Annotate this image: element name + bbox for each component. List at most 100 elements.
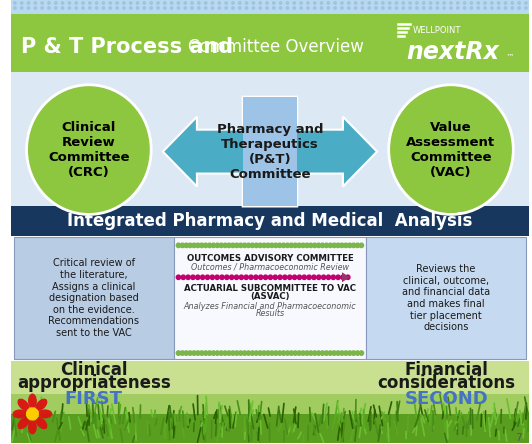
Ellipse shape — [389, 85, 513, 214]
Circle shape — [211, 351, 215, 355]
Text: Committee Overview: Committee Overview — [188, 38, 364, 56]
Circle shape — [68, 2, 71, 4]
Ellipse shape — [28, 393, 37, 408]
Circle shape — [232, 2, 234, 4]
Circle shape — [215, 351, 220, 355]
Text: OUTCOMES ADVISORY COMMITTEE: OUTCOMES ADVISORY COMMITTEE — [187, 254, 353, 263]
Circle shape — [293, 243, 297, 248]
Text: nextRx: nextRx — [406, 40, 499, 64]
Circle shape — [238, 243, 243, 248]
Circle shape — [288, 275, 292, 279]
Circle shape — [470, 7, 472, 9]
Circle shape — [497, 2, 500, 4]
Circle shape — [196, 275, 200, 279]
Circle shape — [463, 7, 466, 9]
Circle shape — [177, 2, 180, 4]
Circle shape — [344, 351, 348, 355]
Circle shape — [268, 275, 272, 279]
Circle shape — [157, 7, 159, 9]
Circle shape — [14, 7, 16, 9]
FancyBboxPatch shape — [173, 238, 367, 359]
Circle shape — [341, 7, 343, 9]
Bar — [11, 0, 529, 14]
Circle shape — [312, 275, 316, 279]
Text: Clinical: Clinical — [60, 361, 128, 379]
Circle shape — [170, 7, 173, 9]
Circle shape — [511, 7, 513, 9]
Circle shape — [429, 7, 432, 9]
Circle shape — [456, 7, 459, 9]
Circle shape — [352, 243, 356, 248]
Polygon shape — [163, 97, 377, 206]
Circle shape — [266, 351, 270, 355]
Circle shape — [328, 351, 332, 355]
Circle shape — [450, 2, 452, 4]
Circle shape — [504, 7, 506, 9]
Text: SECOND: SECOND — [404, 390, 488, 408]
Circle shape — [89, 7, 91, 9]
Circle shape — [200, 243, 204, 248]
Circle shape — [278, 243, 282, 248]
Ellipse shape — [12, 409, 27, 418]
Circle shape — [192, 351, 196, 355]
Circle shape — [218, 2, 220, 4]
Circle shape — [305, 243, 309, 248]
Circle shape — [27, 2, 30, 4]
Circle shape — [355, 243, 360, 248]
Text: appropriateness: appropriateness — [17, 374, 171, 392]
Bar — [243, 97, 297, 206]
Circle shape — [252, 2, 254, 4]
Circle shape — [409, 7, 411, 9]
Text: Outcomes / Pharmacoeconomic Review: Outcomes / Pharmacoeconomic Review — [191, 263, 349, 272]
Circle shape — [285, 243, 289, 248]
Text: ACTUARIAL SUBCOMMITTEE TO VAC: ACTUARIAL SUBCOMMITTEE TO VAC — [184, 284, 356, 293]
Circle shape — [443, 7, 445, 9]
Ellipse shape — [28, 420, 37, 434]
Circle shape — [302, 275, 306, 279]
Circle shape — [336, 243, 340, 248]
Circle shape — [279, 7, 282, 9]
Circle shape — [180, 243, 185, 248]
Circle shape — [258, 351, 262, 355]
Circle shape — [48, 2, 50, 4]
Circle shape — [477, 7, 479, 9]
Circle shape — [238, 351, 243, 355]
Circle shape — [511, 2, 513, 4]
Circle shape — [225, 7, 227, 9]
Circle shape — [463, 2, 466, 4]
Text: Value
Assessment
Committee
(VAC): Value Assessment Committee (VAC) — [406, 121, 496, 178]
Circle shape — [262, 243, 266, 248]
Circle shape — [184, 2, 186, 4]
Ellipse shape — [38, 409, 52, 418]
Circle shape — [180, 351, 185, 355]
Circle shape — [470, 2, 472, 4]
Circle shape — [157, 2, 159, 4]
Circle shape — [220, 275, 224, 279]
Circle shape — [518, 2, 520, 4]
Circle shape — [305, 351, 309, 355]
Circle shape — [301, 243, 305, 248]
Circle shape — [204, 7, 207, 9]
Circle shape — [525, 2, 527, 4]
Circle shape — [336, 275, 340, 279]
Bar — [11, 394, 529, 443]
Circle shape — [320, 7, 323, 9]
Circle shape — [402, 2, 404, 4]
Circle shape — [211, 2, 214, 4]
Circle shape — [82, 2, 84, 4]
Circle shape — [313, 2, 316, 4]
Circle shape — [235, 351, 239, 355]
Circle shape — [186, 275, 190, 279]
Circle shape — [215, 275, 219, 279]
Text: Clinical
Review
Committee
(CRC): Clinical Review Committee (CRC) — [48, 121, 130, 178]
Circle shape — [331, 275, 336, 279]
Circle shape — [344, 243, 348, 248]
Circle shape — [14, 2, 16, 4]
Text: Pharmacy and
Therapeutics
(P&T)
Committee: Pharmacy and Therapeutics (P&T) Committe… — [217, 123, 323, 181]
Circle shape — [381, 7, 384, 9]
Circle shape — [300, 7, 302, 9]
Circle shape — [259, 7, 261, 9]
Circle shape — [368, 7, 370, 9]
Circle shape — [243, 243, 247, 248]
Circle shape — [281, 243, 286, 248]
